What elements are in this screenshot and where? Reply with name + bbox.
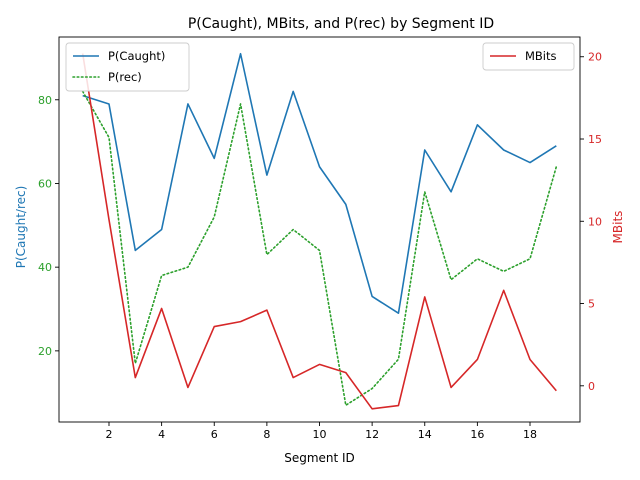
x-axis-label: Segment ID [284,451,355,465]
legend-right-label: MBits [525,49,557,63]
series-line-p-caught [82,52,557,315]
series-line-p-rec [81,90,558,407]
legend-left-box [65,42,190,92]
x-tick-label: 14 [418,428,432,441]
y-tick-label-right: 10 [588,215,602,228]
x-tick-label: 12 [365,428,379,441]
x-tick-label: 10 [313,428,327,441]
series-line-mbits [81,53,557,410]
x-tick-label: 6 [211,428,218,441]
y-axis-label-right: MBits [611,211,625,244]
x-tick-label: 16 [470,428,484,441]
legend-left-label: P(rec) [108,70,142,84]
y-tick-label-right: 20 [588,51,602,64]
x-tick-label: 2 [105,428,112,441]
legend-right-box [482,42,575,71]
x-tick-label: 4 [158,428,165,441]
y-tick-label-left: 40 [38,261,52,274]
x-tick-label: 18 [523,428,537,441]
legend-left-label: P(Caught) [108,49,165,63]
y-tick-label-left: 60 [38,177,52,190]
chart-title: P(Caught), MBits, and P(rec) by Segment … [188,16,494,32]
y-tick-label-right: 5 [588,298,595,311]
y-tick-label-right: 15 [588,133,602,146]
y-tick-label-left: 20 [38,345,52,358]
x-tick-label: 8 [263,428,270,441]
plot-area: 2 4 6 8 10 12 14 16 18 20 40 60 80 0 5 10 15 20 P(Caught) P… [38,36,602,441]
y-tick-label-left: 80 [38,94,52,107]
y-tick-label-right: 0 [588,380,595,393]
y-axis-label-left: P(Caught/rec) [14,186,28,269]
